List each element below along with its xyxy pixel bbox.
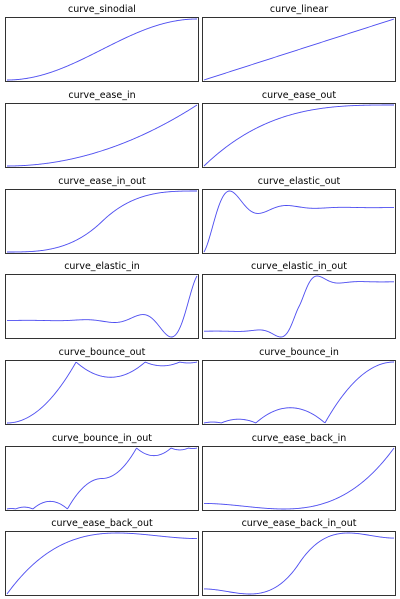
chart-panel-sinodial: curve_sinodial <box>5 3 199 82</box>
plot-frame <box>5 103 199 168</box>
plot-area <box>202 189 396 254</box>
chart-svg <box>202 531 396 596</box>
plot-area <box>5 189 199 254</box>
chart-panel-linear: curve_linear <box>202 3 396 82</box>
chart-title: curve_ease_back_out <box>51 518 153 529</box>
chart-panel-ease-back-in-out: curve_ease_back_in_out <box>202 517 396 596</box>
plot-frame <box>202 103 396 168</box>
series-line <box>6 532 198 595</box>
chart-svg <box>202 446 396 511</box>
series-line <box>203 361 395 424</box>
series-line <box>203 190 395 253</box>
chart-svg <box>202 17 396 82</box>
chart-title: curve_sinodial <box>68 4 136 15</box>
chart-title: curve_ease_in <box>68 90 136 101</box>
plot-frame <box>202 17 396 82</box>
chart-title: curve_bounce_in <box>259 347 339 358</box>
plot-frame <box>202 360 396 425</box>
chart-title: curve_elastic_in <box>64 261 140 272</box>
chart-panel-bounce-in: curve_bounce_in <box>202 346 396 425</box>
plot-frame <box>5 274 199 339</box>
chart-panel-elastic-in-out: curve_elastic_in_out <box>202 260 396 339</box>
chart-svg <box>202 274 396 339</box>
series-line <box>203 532 395 595</box>
chart-panel-ease-back-out: curve_ease_back_out <box>5 517 199 596</box>
chart-title: curve_ease_back_in <box>251 433 347 444</box>
series-line <box>7 190 197 253</box>
plot-area <box>202 17 396 82</box>
plot-frame <box>202 446 396 511</box>
chart-svg <box>202 189 396 254</box>
series-line <box>204 275 394 338</box>
plot-area <box>202 360 396 425</box>
chart-title: curve_linear <box>269 4 329 15</box>
series-line <box>203 104 394 167</box>
plot-area <box>5 446 199 511</box>
chart-title: curve_bounce_out <box>58 347 146 358</box>
plot-area <box>202 446 396 511</box>
chart-svg <box>202 360 396 425</box>
plot-frame <box>5 531 199 596</box>
plot-area <box>5 17 199 82</box>
chart-svg <box>202 103 396 168</box>
chart-panel-ease-in: curve_ease_in <box>5 89 199 168</box>
plot-area <box>5 103 199 168</box>
chart-panel-bounce-in-out: curve_bounce_in_out <box>5 432 199 511</box>
plot-frame <box>5 360 199 425</box>
chart-title: curve_ease_in_out <box>58 176 146 187</box>
series-line <box>6 447 198 510</box>
series-line <box>203 18 395 81</box>
chart-panel-ease-in-out: curve_ease_in_out <box>5 175 199 254</box>
chart-svg <box>5 189 199 254</box>
chart-title: curve_ease_back_in_out <box>241 518 357 529</box>
plot-area <box>202 531 396 596</box>
plot-area <box>5 531 199 596</box>
series-line <box>6 361 198 424</box>
plot-area <box>202 103 396 168</box>
chart-panel-bounce-out: curve_bounce_out <box>5 346 199 425</box>
chart-title: curve_elastic_in_out <box>251 261 347 272</box>
chart-panel-ease-out: curve_ease_out <box>202 89 396 168</box>
plot-frame <box>202 189 396 254</box>
chart-panel-elastic-in: curve_elastic_in <box>5 260 199 339</box>
series-line <box>7 18 197 81</box>
chart-title: curve_bounce_in_out <box>51 433 153 444</box>
series-line <box>6 275 198 338</box>
plot-area <box>5 360 199 425</box>
chart-svg <box>5 103 199 168</box>
series-line <box>203 447 395 510</box>
chart-panel-elastic-out: curve_elastic_out <box>202 175 396 254</box>
chart-svg <box>5 446 199 511</box>
chart-panel-ease-back-in: curve_ease_back_in <box>202 432 396 511</box>
chart-title: curve_elastic_out <box>257 176 341 187</box>
chart-svg <box>5 17 199 82</box>
chart-title: curve_ease_out <box>261 90 337 101</box>
plot-area <box>5 274 199 339</box>
chart-svg <box>5 360 199 425</box>
chart-svg <box>5 274 199 339</box>
series-line <box>7 104 198 167</box>
plot-area <box>202 274 396 339</box>
chart-svg <box>5 531 199 596</box>
